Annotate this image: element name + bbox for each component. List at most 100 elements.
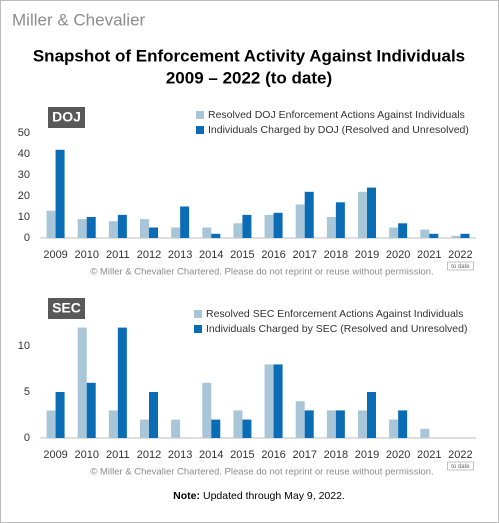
bar — [86, 382, 96, 438]
x-tick-label: 2013 — [168, 249, 192, 261]
x-tick-label: 2012 — [137, 449, 161, 461]
x-tick-label: 2022 — [448, 449, 472, 461]
subtitle: 2009 – 2022 (to date) — [166, 68, 332, 87]
bar — [398, 223, 408, 238]
y-tick-label: 5 — [24, 386, 30, 398]
x-tick-label: 2009 — [43, 449, 67, 461]
bar — [389, 227, 399, 238]
panel-label-box — [48, 298, 85, 319]
bar — [149, 227, 158, 238]
bar — [242, 419, 252, 438]
legend-swatch — [196, 126, 204, 134]
bar — [233, 410, 243, 438]
title: Snapshot of Enforcement Activity Against… — [33, 46, 465, 65]
bar — [304, 410, 314, 438]
copyright: © Miller & Chevalier Chartered. Please d… — [90, 467, 433, 478]
x-tick-label: 2017 — [292, 449, 316, 461]
bar — [367, 187, 376, 238]
annotation-box — [447, 461, 474, 471]
panel-label: DOJ — [52, 109, 81, 125]
legend-label: Resolved DOJ Enforcement Actions Against… — [208, 109, 465, 121]
bar — [55, 149, 65, 238]
bar — [429, 233, 439, 238]
bar — [55, 392, 65, 438]
bar — [335, 202, 345, 238]
bar — [264, 364, 274, 438]
y-tick-label: 10 — [18, 211, 30, 223]
x-tick-label: 2012 — [137, 249, 161, 261]
bar — [451, 235, 461, 238]
x-tick-label: 2020 — [386, 249, 410, 261]
bar — [140, 219, 149, 238]
panel-label-box — [48, 107, 85, 128]
logo: Miller & Chevalier — [12, 10, 146, 29]
legend-swatch — [196, 111, 204, 119]
bar — [304, 191, 314, 238]
y-tick-label: 0 — [24, 232, 30, 244]
x-tick-label: 2009 — [43, 249, 67, 261]
legend-swatch — [194, 310, 202, 318]
panel-label: SEC — [52, 300, 81, 316]
x-tick-label: 2019 — [355, 249, 379, 261]
y-tick-label: 0 — [24, 432, 30, 444]
annotation-box — [447, 261, 474, 271]
bar — [180, 206, 190, 238]
x-tick-label: 2018 — [324, 249, 348, 261]
bar — [108, 410, 118, 438]
bar — [171, 419, 181, 438]
bar — [389, 419, 399, 438]
bar — [211, 233, 221, 238]
x-tick-label: 2020 — [386, 449, 410, 461]
bar — [273, 212, 283, 238]
bar — [108, 221, 118, 238]
x-tick-label: 2016 — [261, 449, 285, 461]
legend-label: Individuals Charged by SEC (Resolved and… — [206, 323, 467, 335]
bar — [77, 219, 87, 238]
x-tick-label: 2011 — [106, 449, 130, 461]
bar — [273, 364, 283, 438]
x-tick-label: 2010 — [74, 249, 98, 261]
bar — [171, 227, 181, 238]
bar — [398, 410, 408, 438]
y-tick-label: 30 — [18, 169, 30, 181]
bar — [46, 410, 56, 438]
annotation: to date — [451, 464, 470, 470]
x-tick-label: 2022 — [448, 249, 472, 261]
x-tick-label: 2021 — [417, 249, 441, 261]
bar — [77, 327, 87, 438]
bar — [149, 392, 158, 438]
bar — [140, 419, 149, 438]
note-label: Note: — [173, 490, 200, 502]
y-tick-label: 10 — [18, 340, 30, 352]
bar — [326, 410, 336, 438]
legend-label: Resolved SEC Enforcement Actions Against… — [206, 308, 463, 320]
bar — [295, 401, 305, 438]
bar — [117, 214, 127, 238]
annotation: to date — [451, 264, 470, 270]
bar — [420, 428, 430, 438]
note-text: Updated through May 9, 2022. — [203, 490, 345, 502]
x-tick-label: 2010 — [74, 449, 98, 461]
bar — [117, 327, 127, 438]
bar — [358, 410, 367, 438]
x-tick-label: 2017 — [292, 249, 316, 261]
y-tick-label: 20 — [18, 190, 30, 202]
y-tick-label: 40 — [18, 148, 30, 160]
copyright: © Miller & Chevalier Chartered. Please d… — [90, 267, 433, 278]
bar — [460, 233, 470, 238]
bar — [358, 191, 367, 238]
x-tick-label: 2014 — [199, 249, 223, 261]
x-tick-label: 2021 — [417, 449, 441, 461]
bar — [242, 214, 252, 238]
bar — [264, 214, 274, 238]
bar — [86, 217, 96, 238]
x-tick-label: 2019 — [355, 449, 379, 461]
bar — [335, 410, 345, 438]
x-tick-label: 2015 — [230, 449, 254, 461]
bar — [420, 229, 430, 238]
x-tick-label: 2014 — [199, 449, 223, 461]
y-tick-label: 50 — [18, 127, 30, 139]
bar — [202, 227, 212, 238]
bar — [233, 223, 243, 238]
